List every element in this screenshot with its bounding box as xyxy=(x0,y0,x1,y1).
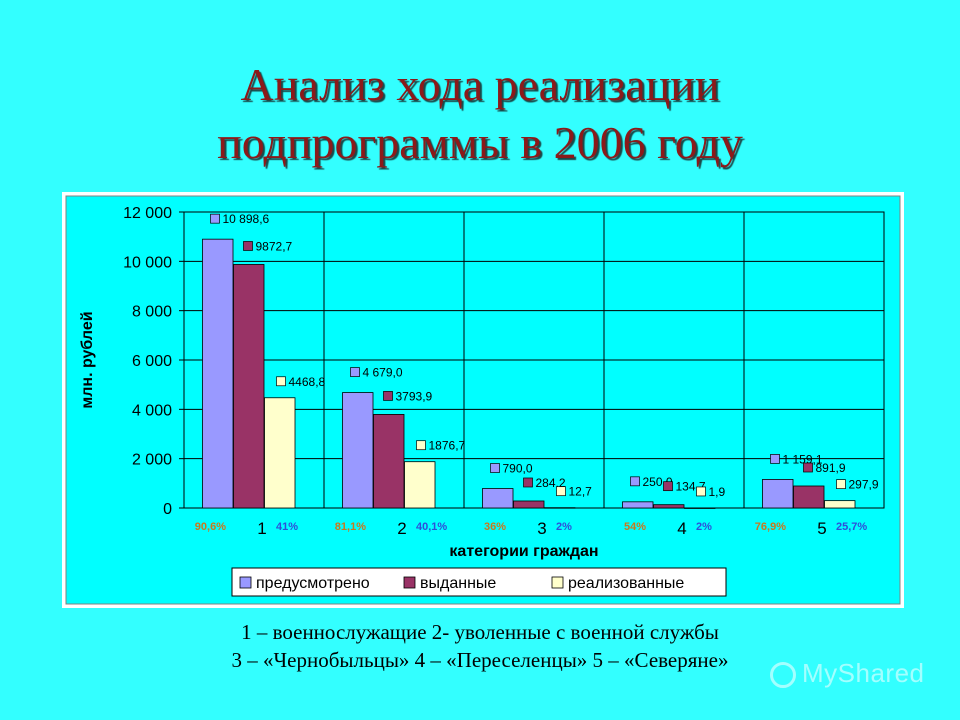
issued-percent: 81,1% xyxy=(335,521,366,533)
y-tick-label: 6 000 xyxy=(132,353,172,370)
data-labels: 10 898,6 9872,7 4468,8 4 679,0 3793,9 1876,7 7… xyxy=(210,212,879,499)
title-line-2: подпрограммы в 2006 году xyxy=(217,117,743,168)
x-tick-label: 1 xyxy=(257,519,266,538)
data-label: 297,9 xyxy=(849,478,879,492)
x-tick-labels: 1 2 3 4 5 xyxy=(257,519,826,538)
data-label-key xyxy=(416,440,426,451)
legend-entry: предусмотрено xyxy=(256,575,370,592)
bar-предусмотрено xyxy=(202,238,234,509)
realized-percent: 41% xyxy=(276,521,298,533)
data-label: 4 679,0 xyxy=(363,366,403,380)
data-label-key xyxy=(490,463,500,473)
issued-percent: 76,9% xyxy=(755,521,786,533)
bar-выданные xyxy=(793,485,825,509)
y-tick-label: 8 000 xyxy=(132,304,172,321)
percent-annotations: 90,6% 41% 81,1% 40,1% 36% 2% 54% 2% 76,9% 25,7% xyxy=(195,521,868,533)
bar-реализованные xyxy=(544,507,576,509)
legend-swatch xyxy=(551,576,564,589)
caption-line-2: 3 – «Чернобыльцы» 4 – «Переселенцы» 5 – … xyxy=(231,648,729,672)
gridlines xyxy=(179,211,884,509)
bar-предусмотрено xyxy=(622,501,654,509)
data-label: 891,9 xyxy=(816,461,846,475)
data-label: 12,7 xyxy=(569,485,593,499)
data-label: 4468,8 xyxy=(289,375,326,389)
bar-предусмотрено xyxy=(342,392,374,509)
bar-выданные xyxy=(233,264,265,509)
data-label-key xyxy=(383,391,393,401)
title-line-1: Анализ хода реализации xyxy=(240,59,720,110)
data-label-key xyxy=(770,454,780,464)
bar-выданные xyxy=(513,500,545,509)
legend-entry: выданные xyxy=(420,575,496,592)
x-axis-title: категории граждан xyxy=(449,543,598,560)
data-label-key xyxy=(696,486,706,497)
watermark: MyShared xyxy=(770,658,925,689)
data-label-key xyxy=(556,486,566,497)
legend: предусмотрено выданные реализованные xyxy=(231,567,727,597)
data-label-key xyxy=(243,241,253,251)
issued-percent: 90,6% xyxy=(195,521,226,533)
y-tick-label: 12 000 xyxy=(123,205,172,222)
bars xyxy=(202,238,856,509)
data-label-key xyxy=(803,462,813,473)
category-caption: 1 – военнослужащие 2- уволенные с военно… xyxy=(0,618,960,674)
data-label: 1876,7 xyxy=(429,439,466,453)
realized-percent: 2% xyxy=(556,521,572,533)
bar-реализованные xyxy=(264,397,296,509)
data-label: 10 898,6 xyxy=(223,212,270,226)
bar-предусмотрено xyxy=(482,488,514,509)
issued-percent: 54% xyxy=(624,521,646,533)
bar-выданные xyxy=(373,414,405,509)
bar-реализованные xyxy=(404,461,436,509)
data-label: 3793,9 xyxy=(396,389,433,403)
y-tick-label: 10 000 xyxy=(123,254,172,271)
data-label-key xyxy=(836,479,846,490)
data-label-key xyxy=(663,481,673,492)
data-label: 9872,7 xyxy=(256,239,293,253)
y-tick-label: 2 000 xyxy=(132,452,172,469)
bar-реализованные xyxy=(684,507,716,509)
y-tick-label: 0 xyxy=(163,501,172,518)
y-tick-labels: 0 2 000 4 000 6 000 8 000 10 000 12 000 xyxy=(123,205,172,518)
legend-swatch xyxy=(403,576,416,589)
issued-percent: 36% xyxy=(484,521,506,533)
watermark-text: MyShared xyxy=(802,658,925,688)
y-tick-label: 4 000 xyxy=(132,402,172,419)
watermark-logo-icon xyxy=(770,662,796,689)
data-label: 790,0 xyxy=(503,462,533,476)
y-axis-title: млн. рублей xyxy=(79,311,96,408)
data-label-key xyxy=(210,213,220,224)
x-tick-label: 2 xyxy=(397,519,406,538)
legend-swatch xyxy=(239,576,252,589)
caption-line-1: 1 – военнослужащие 2- уволенные с военно… xyxy=(241,620,719,644)
data-label-key xyxy=(276,376,286,387)
x-tick-label: 4 xyxy=(677,519,686,538)
legend-box xyxy=(231,567,727,597)
bar-предусмотрено xyxy=(762,479,794,509)
x-tick-label: 3 xyxy=(537,519,546,538)
bar-выданные xyxy=(653,504,685,509)
data-label: 1,9 xyxy=(709,485,726,499)
realized-percent: 25,7% xyxy=(836,521,867,533)
realized-percent: 2% xyxy=(696,521,712,533)
x-tick-label: 5 xyxy=(817,519,826,538)
data-label-key xyxy=(350,367,360,377)
slide-title: Анализ хода реализации подпрограммы в 20… xyxy=(0,56,960,172)
realized-percent: 40,1% xyxy=(416,521,447,533)
data-label-key xyxy=(523,477,533,488)
legend-entry: реализованные xyxy=(568,575,684,592)
bar-реализованные xyxy=(824,500,856,509)
data-label-key xyxy=(630,476,640,487)
